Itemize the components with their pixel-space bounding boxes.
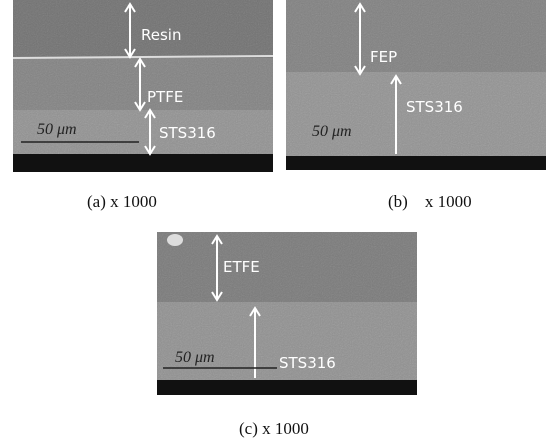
layer-label: ETFE: [223, 258, 260, 276]
caption: (b) x 1000: [388, 192, 472, 212]
scale-label: 50 μm: [312, 123, 352, 140]
figure: Resin PTFE STS316 50 μm FEP STS316 50 μm…: [0, 0, 557, 442]
layer-label: STS316: [406, 98, 463, 116]
scale-label: 50 μm: [175, 349, 215, 366]
scale-label: 50 μm: [37, 121, 77, 138]
sem-image-c: ETFE STS316 50 μm: [157, 232, 417, 395]
layer-label: STS316: [159, 124, 216, 142]
caption: (a) x 1000: [87, 192, 157, 212]
sem-image-a: Resin PTFE STS316 50 μm: [13, 0, 273, 172]
layer-label: PTFE: [147, 88, 183, 106]
layer-label: STS316: [279, 354, 336, 372]
sem-image-b: FEP STS316 50 μm: [286, 0, 546, 170]
caption: (c) x 1000: [239, 419, 309, 439]
layer-label: Resin: [141, 26, 181, 44]
layer-label: FEP: [370, 48, 397, 66]
